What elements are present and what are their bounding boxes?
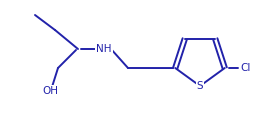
Text: S: S bbox=[197, 81, 203, 91]
Text: NH: NH bbox=[96, 44, 112, 54]
Text: Cl: Cl bbox=[241, 63, 251, 73]
Text: OH: OH bbox=[42, 86, 58, 96]
